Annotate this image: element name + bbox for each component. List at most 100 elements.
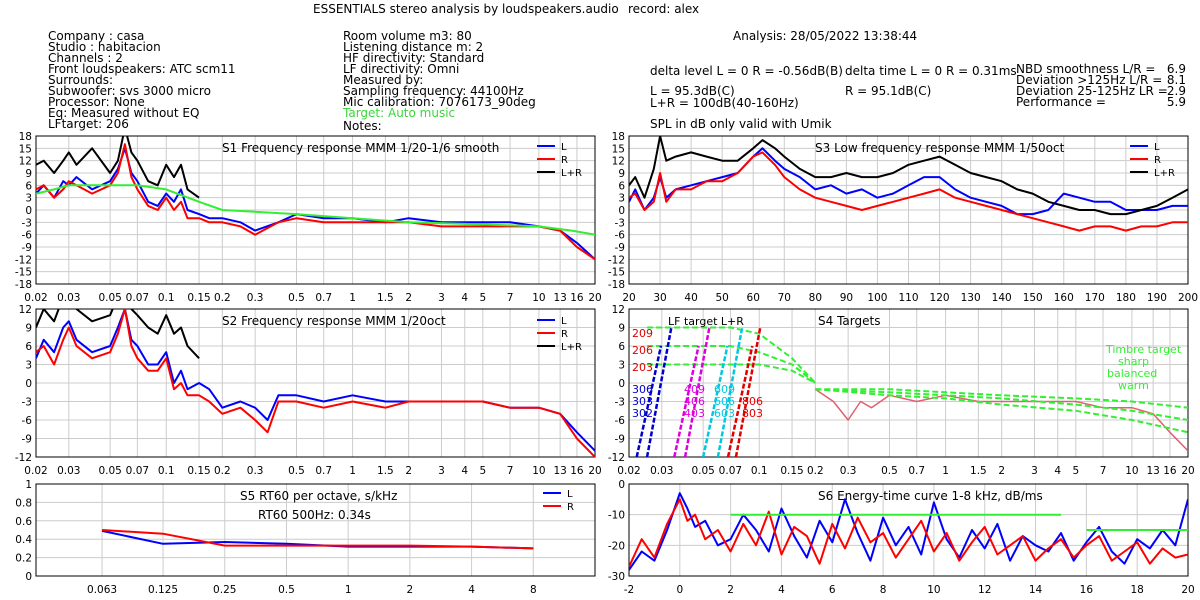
legend-label: L: [1154, 142, 1160, 153]
x-tick-label: 170: [1085, 292, 1105, 304]
legend-label: L+R: [561, 342, 582, 353]
info-sampling: Sampling frequency: 44100Hz: [343, 84, 524, 98]
x-tick-label: 0.02: [24, 465, 47, 477]
x-tick-label: 13: [553, 292, 566, 304]
x-tick-label: 10: [532, 292, 545, 304]
s4-annotation: 606: [714, 395, 735, 408]
series-group: [647, 326, 1188, 452]
x-tick-label: 0.03: [650, 465, 673, 477]
metric-dev-lf-label: Deviation 25-125Hz LR =: [1016, 84, 1168, 98]
l-spl: L = 95.3dB(C): [650, 84, 735, 98]
y-tick-label: -9: [615, 434, 625, 446]
lf-target-slope: [726, 345, 754, 457]
legend-label: L: [561, 316, 567, 327]
y-tick-label: 0.2: [15, 553, 32, 565]
y-tick-label: 9: [25, 168, 32, 180]
legend-label: L+R: [1154, 168, 1175, 179]
x-tick-label: 1.5: [970, 465, 987, 477]
series-line-target-209: [647, 326, 817, 384]
info-room-volume: Room volume m3: 80: [343, 29, 472, 43]
x-tick-label: 3: [1031, 465, 1038, 477]
legend-label: L: [567, 489, 573, 500]
x-tick-label: 30: [653, 292, 666, 304]
series-line-l: [629, 492, 1188, 571]
info-listening-distance: Listening distance m: 2: [343, 40, 484, 54]
x-tick-label: 140: [992, 292, 1012, 304]
x-tick-label: 5: [479, 292, 486, 304]
y-tick-label: 0.6: [15, 516, 32, 528]
y-tick-label: 0: [25, 378, 32, 390]
lr-spl: L+R = 100dB(40-160Hz): [650, 96, 799, 110]
lf-target-slope: [673, 345, 700, 457]
y-tick-label: -12: [15, 452, 32, 464]
x-tick-label: 1.5: [377, 465, 394, 477]
metric-dev-lf-value: 2.9: [1166, 84, 1186, 98]
series-group: [36, 136, 595, 261]
rt60-annotation: RT60 500Hz: 0.34s: [258, 508, 371, 522]
x-tick-label: 4: [461, 292, 468, 304]
y-tick-label: 3: [618, 193, 625, 205]
x-tick-label: 0.05: [98, 292, 121, 304]
chart-title: S6 Energy-time curve 1-8 kHz, dB/ms: [818, 489, 1043, 503]
x-tick-label: 10: [1125, 465, 1138, 477]
y-tick-label: -10: [608, 510, 625, 522]
series-line-l: [629, 147, 1188, 216]
y-tick-label: 0: [25, 571, 32, 583]
chart-title: S1 Frequency response MMM 1/20-1/6 smoot…: [222, 141, 499, 155]
y-tick-label: 6: [618, 341, 625, 353]
y-tick-label: -3: [615, 397, 625, 409]
y-tick-label: 0.4: [15, 534, 32, 546]
x-tick-label: 18: [1130, 584, 1143, 596]
y-tick-label: 12: [19, 304, 32, 316]
y-tick-label: 12: [612, 156, 625, 168]
metric-performance-label: Performance =: [1016, 95, 1106, 109]
y-tick-label: 3: [25, 360, 32, 372]
series-line-l: [36, 147, 595, 261]
x-tick-label: 0.2: [214, 465, 231, 477]
y-tick-label: -12: [608, 254, 625, 266]
y-tick-label: 9: [618, 168, 625, 180]
x-tick-label: 0.07: [126, 465, 149, 477]
x-tick-label: 7: [1100, 465, 1107, 477]
x-tick-label: 20: [588, 465, 601, 477]
plot-frame: [628, 135, 1189, 285]
info-lftarget: LFtarget: 206: [48, 117, 129, 131]
plot-area: [35, 483, 596, 577]
metric-nbd-value: 6.9: [1166, 62, 1186, 76]
x-tick-label: 0.03: [57, 465, 80, 477]
y-tick-label: -18: [608, 279, 625, 291]
s4-annotation: 302: [632, 407, 653, 420]
series-group: [629, 492, 1188, 571]
x-tick-label: 16: [570, 292, 584, 304]
metric-dev-hf-label: Deviation >125Hz L/R =: [1016, 73, 1163, 87]
x-tick-label: 0.02: [617, 465, 640, 477]
delta-time: delta time L = 0 R = 0.31ms: [845, 64, 1017, 78]
x-tick-label: 0.05: [691, 465, 714, 477]
x-tick-label: 0.15: [187, 465, 210, 477]
info-target: Target: Auto music: [343, 106, 456, 120]
lf-target-slope: [645, 327, 673, 457]
x-tick-label: 10: [927, 584, 940, 596]
info-channels: Channels : 2: [48, 51, 123, 65]
y-tick-label: 6: [25, 341, 32, 353]
x-tick-label: 13: [553, 465, 566, 477]
x-tick-label: 10: [532, 465, 545, 477]
chart-s5: 1 0.8 0.6 0.4 0.2 0 0.063 0.125 0.25 0.5 1 2 4 8 S5 RT…: [15, 479, 596, 596]
report-title: ESSENTIALS stereo analysis by loudspeake…: [313, 2, 619, 16]
x-tick-label: 0.125: [148, 584, 178, 596]
chart-title: S3 Low frequency response MMM 1/50oct: [815, 141, 1065, 155]
x-tick-label: 130: [961, 292, 981, 304]
info-hf-directivity: HF directivity: Standard: [343, 51, 485, 65]
x-tick-label: 16: [1080, 584, 1094, 596]
series-line-target: [36, 184, 595, 236]
y-tick-label: 12: [612, 304, 625, 316]
x-tick-label: 0.07: [719, 465, 742, 477]
x-tick-label: 13: [1146, 465, 1159, 477]
x-tick-label: 14: [1029, 584, 1043, 596]
metric-performance-value: 5.9: [1166, 95, 1186, 109]
info-lf-directivity: LF directivity: Omni: [343, 62, 460, 76]
y-tick-label: -12: [15, 254, 32, 266]
x-tick-label: 0.7: [908, 465, 925, 477]
